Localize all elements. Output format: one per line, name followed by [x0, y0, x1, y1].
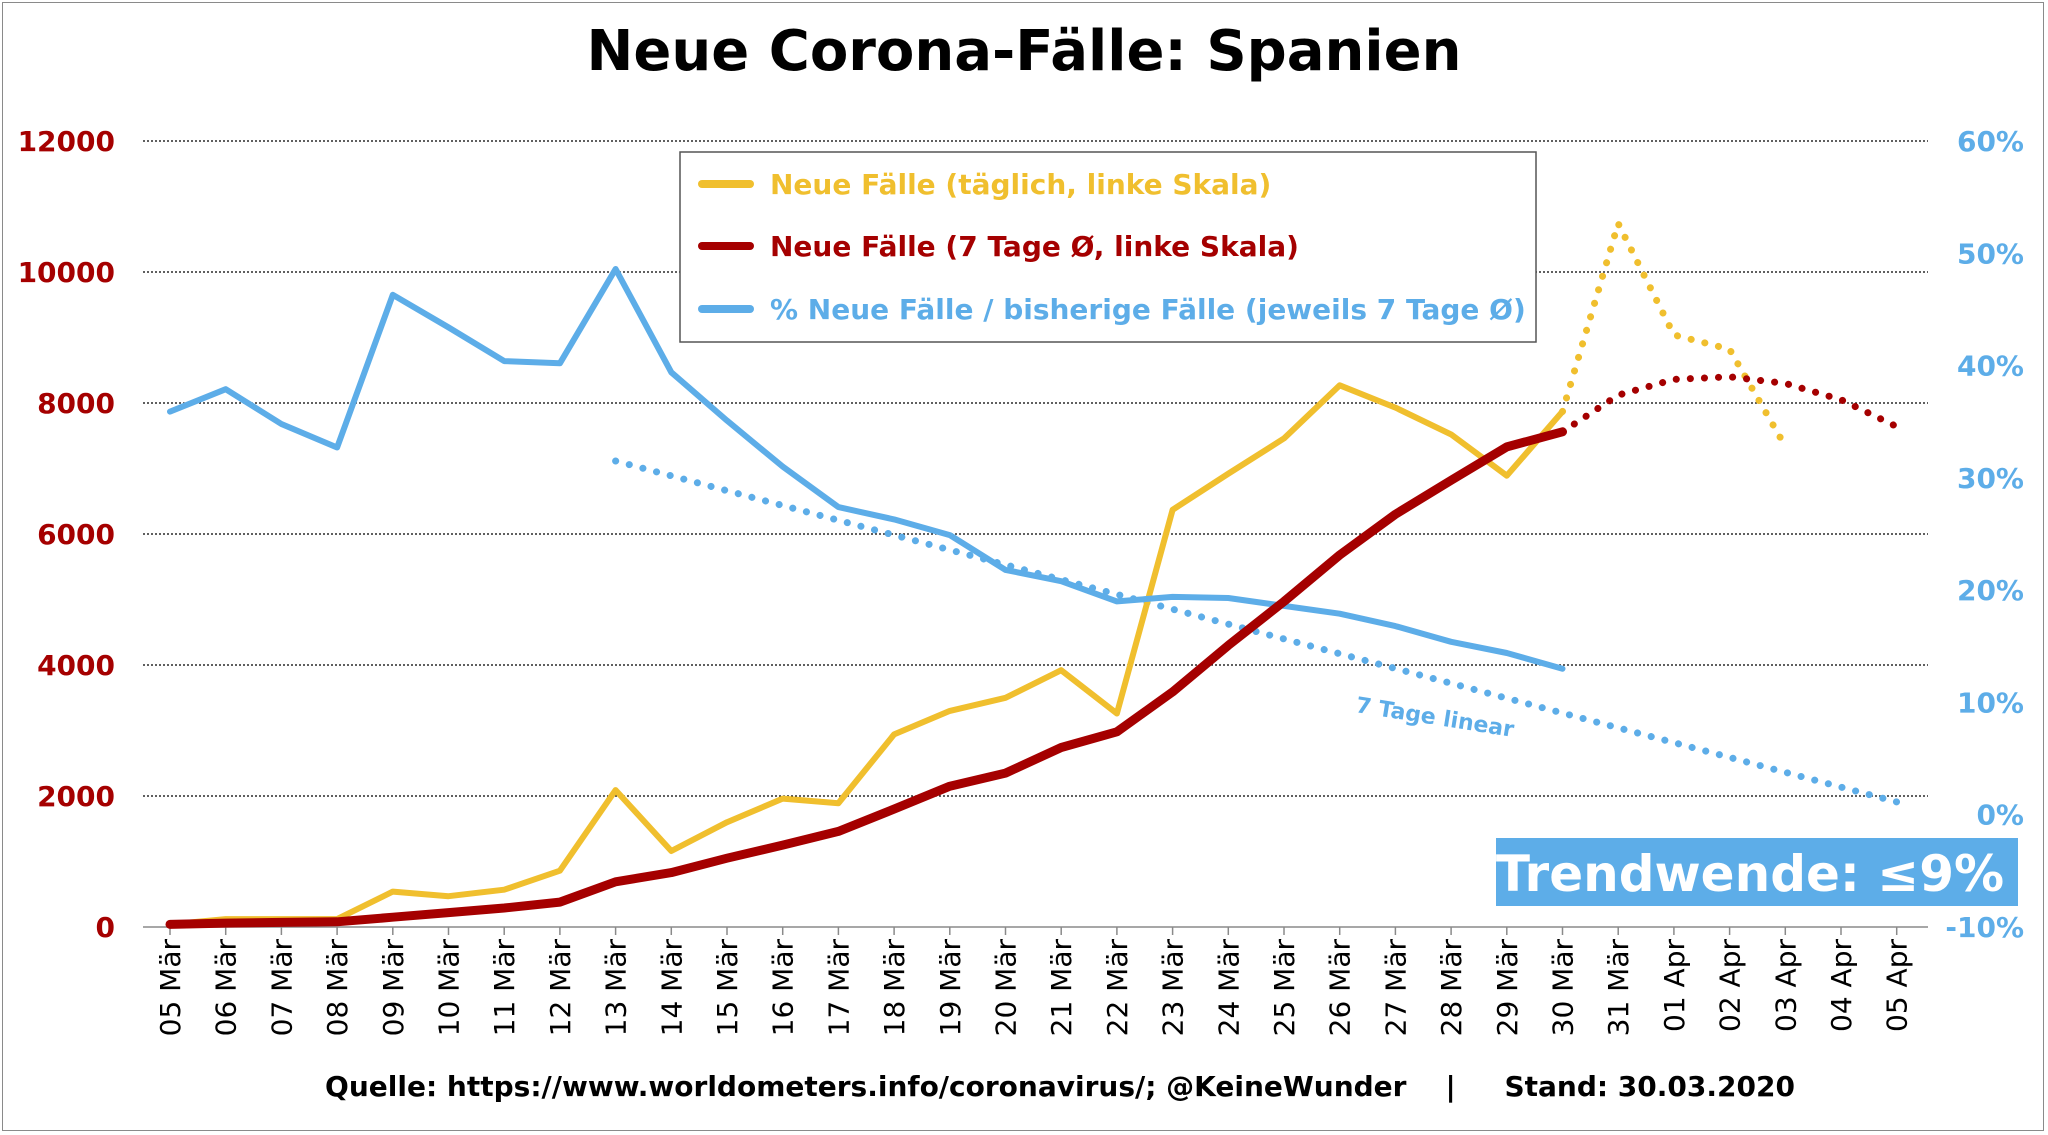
x-tick-label: 27 Mär [1379, 939, 1412, 1037]
callout-background [1496, 838, 2018, 906]
series-projection [1559, 214, 1789, 450]
x-tick-label: 08 Mär [321, 939, 354, 1037]
callout-text: Trendwende: ≤9% [1496, 845, 2004, 903]
y-right-tick-label: 40% [1957, 350, 2024, 383]
trend-line [612, 457, 1901, 806]
x-tick-label: 26 Mär [1324, 939, 1357, 1037]
x-tick-label: 25 Mär [1268, 939, 1301, 1037]
y-left-tick-label: 4000 [37, 649, 115, 682]
x-axis-ticks: 05 Mär 06 Mär 07 Mär 08 Mär 09 Mär 10 Mär 11 M… [154, 927, 1914, 1036]
series-line [167, 266, 1566, 672]
y-left-tick-label: 8000 [37, 387, 115, 420]
x-tick-label: 23 Mär [1157, 939, 1190, 1037]
y-right-tick-label: 10% [1957, 686, 2024, 719]
callout-box: Trendwende: ≤9% [1496, 838, 2018, 906]
x-tick-label: 07 Mär [265, 939, 298, 1037]
x-tick-label: 02 Apr [1714, 939, 1747, 1032]
y-right-tick-label: -10% [1945, 911, 2024, 944]
y-right-tick-label: 0% [1976, 799, 2024, 832]
x-tick-label: 22 Mär [1101, 939, 1134, 1037]
x-tick-label: 21 Mär [1045, 939, 1078, 1037]
y-left-tick-label: 2000 [37, 780, 115, 813]
legend-label-daily: Neue Fälle (täglich, linke Skala) [770, 168, 1271, 201]
legend: Neue Fälle (täglich, linke Skala) Neue F… [679, 151, 1537, 343]
y-right-tick-label: 50% [1957, 237, 2024, 270]
legend-label-percent: % Neue Fälle / bisherige Fälle (jeweils … [770, 293, 1526, 326]
chart-title: Neue Corona-Fälle: Spanien [587, 19, 1462, 84]
x-tick-label: 05 Apr [1881, 939, 1914, 1032]
x-tick-label: 29 Mär [1491, 939, 1524, 1037]
x-tick-label: 04 Apr [1825, 939, 1858, 1032]
legend-box [679, 151, 1537, 343]
y-left-tick-label: 12000 [18, 125, 115, 158]
y-axis-right-ticks: -10% 0% 10% 20% 30% 40% 50% 60% [1945, 125, 2024, 944]
series-line [167, 382, 1566, 928]
y-left-tick-label: 10000 [18, 256, 115, 289]
x-tick-label: 24 Mär [1212, 939, 1245, 1037]
series-projection [1559, 373, 1901, 436]
series-lines [165, 214, 1901, 929]
y-right-tick-label: 60% [1957, 125, 2024, 158]
x-tick-label: 10 Mär [433, 939, 466, 1037]
series-line [165, 427, 1567, 929]
x-tick-label: 18 Mär [878, 939, 911, 1037]
x-tick-label: 05 Mär [154, 939, 187, 1037]
x-tick-label: 06 Mär [210, 939, 243, 1037]
x-tick-label: 17 Mär [822, 939, 855, 1037]
x-tick-label: 15 Mär [711, 939, 744, 1037]
y-right-tick-label: 20% [1957, 574, 2024, 607]
x-tick-label: 16 Mär [767, 939, 800, 1037]
x-tick-label: 20 Mär [990, 939, 1023, 1037]
x-tick-label: 28 Mär [1435, 939, 1468, 1037]
x-tick-label: 09 Mär [377, 939, 410, 1037]
legend-label-7day: Neue Fälle (7 Tage Ø, linke Skala) [770, 230, 1299, 263]
source-text: Quelle: https://www.worldometers.info/co… [325, 1070, 1795, 1103]
y-axis-left-ticks: 0 2000 4000 6000 8000 10000 12000 [18, 125, 115, 944]
x-tick-label: 01 Apr [1658, 939, 1691, 1032]
trend-annotation: 7 Tage linear [1354, 693, 1516, 743]
x-tick-label: 14 Mär [655, 939, 688, 1037]
x-tick-label: 31 Mär [1602, 939, 1635, 1037]
x-tick-label: 19 Mär [934, 939, 967, 1037]
x-tick-label: 30 Mär [1547, 939, 1580, 1037]
y-right-tick-label: 30% [1957, 462, 2024, 495]
x-tick-label: 03 Apr [1769, 939, 1802, 1032]
x-tick-label: 13 Mär [600, 939, 633, 1037]
x-tick-label: 11 Mär [488, 939, 521, 1037]
y-left-tick-label: 6000 [37, 518, 115, 551]
x-tick-label: 12 Mär [544, 939, 577, 1037]
y-left-tick-label: 0 [96, 911, 115, 944]
